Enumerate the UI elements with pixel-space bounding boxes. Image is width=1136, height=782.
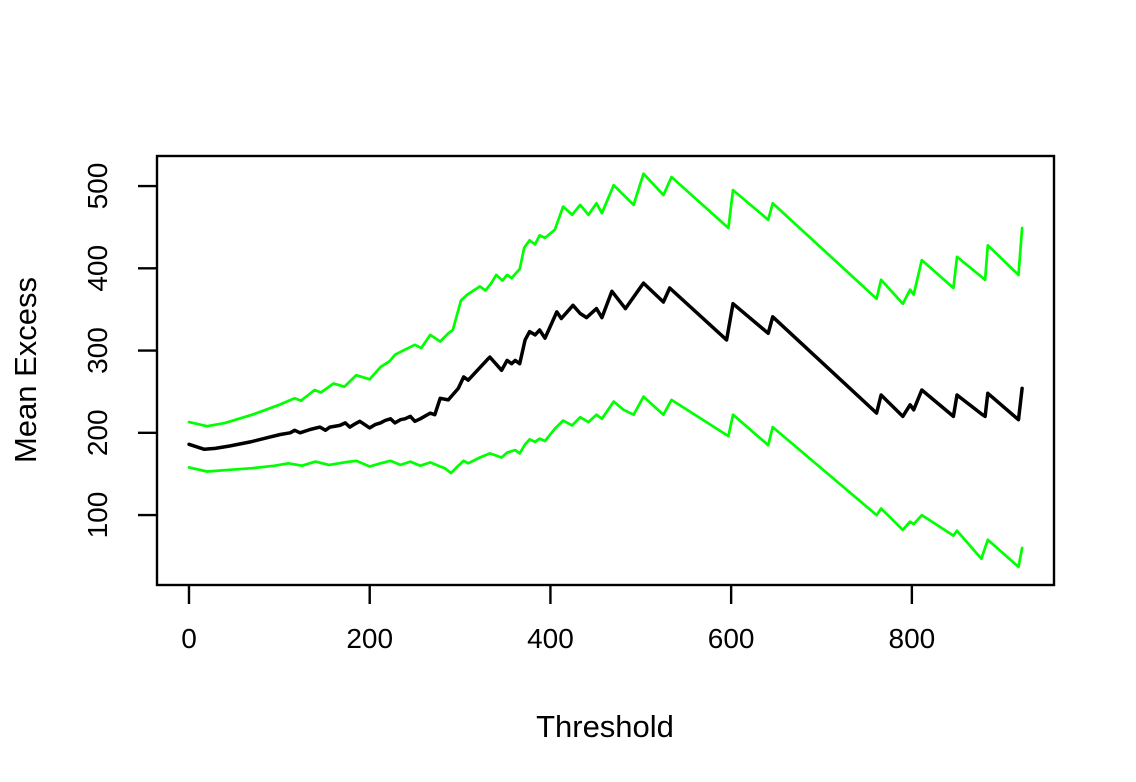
y-axis-title: Mean Excess (8, 277, 43, 463)
x-tick-label: 400 (527, 623, 574, 654)
y-tick-label: 100 (82, 492, 113, 539)
x-tick-label: 200 (346, 623, 393, 654)
plot-border (155, 154, 1056, 587)
x-tick-label: 0 (181, 623, 197, 654)
x-tick-label: 800 (889, 623, 936, 654)
y-tick-label: 400 (82, 245, 113, 292)
x-axis-title: Threshold (536, 709, 674, 744)
series-upper-confidence-bound (187, 172, 1024, 428)
series-mean-excess (187, 281, 1024, 452)
x-tick-label: 600 (708, 623, 755, 654)
y-tick-label: 500 (82, 163, 113, 210)
y-tick-label: 200 (82, 409, 113, 456)
y-tick-label: 300 (82, 327, 113, 374)
series-lower-confidence-bound (187, 395, 1024, 569)
plot-layer: 0 200 400 600 800 100 200 300 400 500 (82, 154, 1056, 654)
